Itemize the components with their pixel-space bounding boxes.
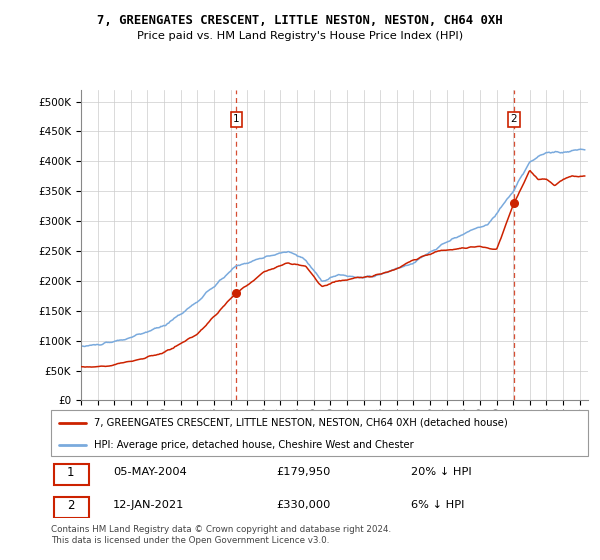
Text: 2: 2 [511,114,517,124]
Text: Contains HM Land Registry data © Crown copyright and database right 2024.
This d: Contains HM Land Registry data © Crown c… [51,525,391,545]
Text: 6% ↓ HPI: 6% ↓ HPI [411,500,464,510]
FancyBboxPatch shape [53,464,89,485]
Text: 05-MAY-2004: 05-MAY-2004 [113,467,187,477]
FancyBboxPatch shape [51,410,588,456]
Text: 7, GREENGATES CRESCENT, LITTLE NESTON, NESTON, CH64 0XH (detached house): 7, GREENGATES CRESCENT, LITTLE NESTON, N… [94,418,508,428]
Text: Price paid vs. HM Land Registry's House Price Index (HPI): Price paid vs. HM Land Registry's House … [137,31,463,41]
FancyBboxPatch shape [53,497,89,518]
Text: 2: 2 [67,498,74,512]
Text: 12-JAN-2021: 12-JAN-2021 [113,500,184,510]
Text: 7, GREENGATES CRESCENT, LITTLE NESTON, NESTON, CH64 0XH: 7, GREENGATES CRESCENT, LITTLE NESTON, N… [97,14,503,27]
Text: 1: 1 [233,114,240,124]
Text: HPI: Average price, detached house, Cheshire West and Chester: HPI: Average price, detached house, Ches… [94,440,414,450]
Text: £179,950: £179,950 [277,467,331,477]
Text: £330,000: £330,000 [277,500,331,510]
Text: 1: 1 [67,465,74,479]
Text: 20% ↓ HPI: 20% ↓ HPI [411,467,472,477]
